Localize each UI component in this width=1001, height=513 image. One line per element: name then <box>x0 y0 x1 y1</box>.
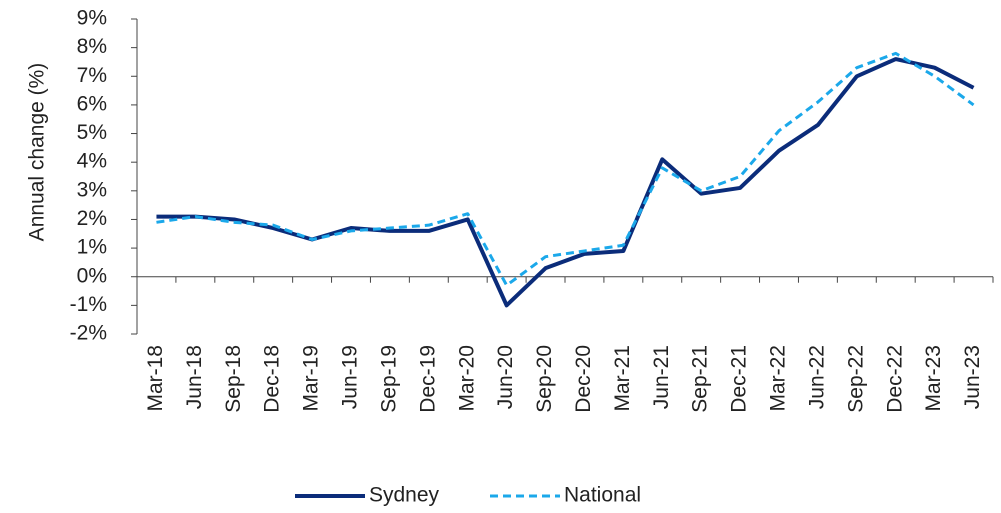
x-tick-label: Mar-23 <box>922 345 945 412</box>
x-tick-label: Jun-20 <box>494 345 517 409</box>
y-tick-label: 1% <box>77 236 107 259</box>
x-tick-label: Dec-22 <box>883 345 906 413</box>
x-tick-label: Mar-19 <box>300 345 323 412</box>
x-tick-label: Jun-18 <box>183 345 206 409</box>
y-tick-label: 6% <box>77 92 107 115</box>
x-tick-label: Jun-23 <box>961 345 984 409</box>
y-tick-label: 9% <box>77 7 107 30</box>
y-tick-label: 7% <box>77 64 107 87</box>
x-tick-label: Dec-21 <box>728 345 751 413</box>
x-tick-label: Dec-20 <box>572 345 595 413</box>
x-tick-label: Sep-20 <box>533 345 556 413</box>
x-tick-label: Sep-19 <box>377 345 400 413</box>
y-tick-label: -2% <box>70 322 107 345</box>
x-tick-label: Jun-21 <box>650 345 673 409</box>
y-tick-label: 8% <box>77 35 107 58</box>
x-tick-label: Mar-22 <box>767 345 790 412</box>
x-tick-label: Jun-19 <box>339 345 362 409</box>
x-tick-label: Dec-18 <box>261 345 284 413</box>
x-tick-label: Mar-21 <box>611 345 634 412</box>
series-line <box>156 57 975 308</box>
y-tick-label: 3% <box>77 178 107 201</box>
x-tick-label: Sep-21 <box>689 345 712 413</box>
series-line <box>156 51 975 287</box>
y-axis-title: Annual change (%) <box>26 63 49 242</box>
x-tick-label: Sep-18 <box>222 345 245 413</box>
legend-label: Sydney <box>369 484 440 507</box>
y-tick-label: 2% <box>77 207 107 230</box>
y-tick-label: -1% <box>70 293 107 316</box>
x-tick-label: Dec-19 <box>416 345 439 413</box>
legend-label: National <box>564 484 641 507</box>
x-tick-label: Mar-18 <box>144 345 167 412</box>
x-tick-label: Mar-20 <box>455 345 478 412</box>
x-tick-label: Jun-22 <box>805 345 828 409</box>
y-tick-label: 4% <box>77 150 107 173</box>
y-tick-label: 0% <box>77 264 107 287</box>
y-tick-label: 5% <box>77 121 107 144</box>
x-tick-label: Sep-22 <box>844 345 867 413</box>
